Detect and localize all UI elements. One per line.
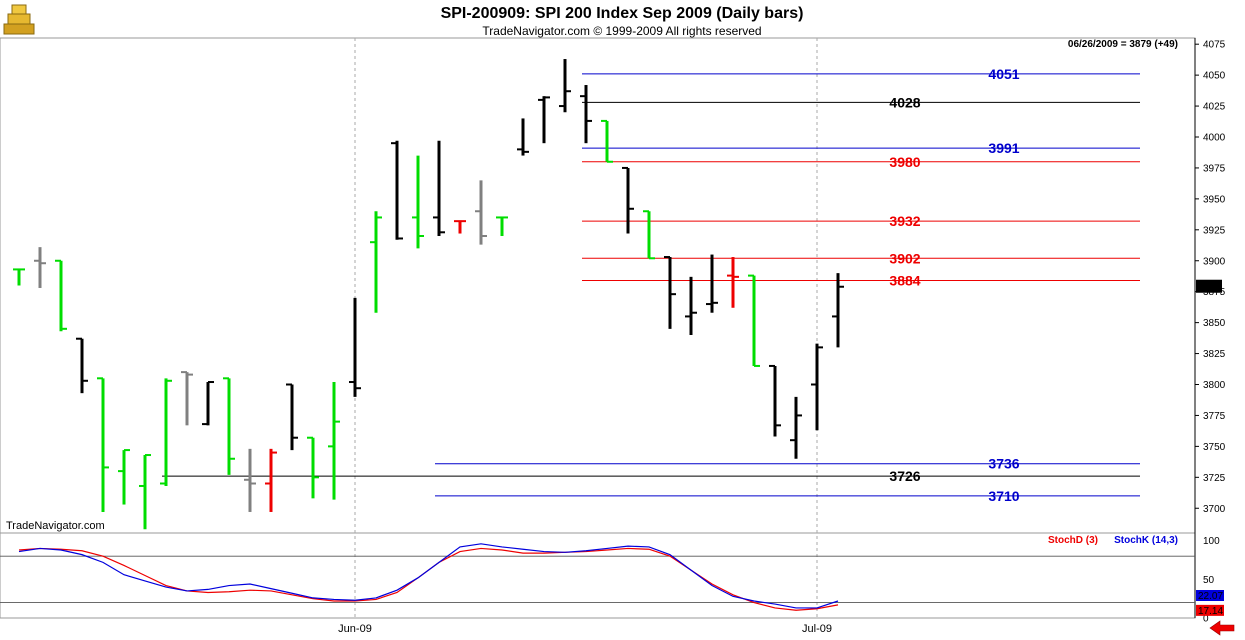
ohlc-bar <box>244 448 256 512</box>
ohlc-bar <box>76 337 88 394</box>
price-levels: 4051 4028 3991 3980 3932 3902 3884 3736 3726 3710 <box>162 66 1140 504</box>
ohlc-bar <box>265 448 277 512</box>
ohlc-bar <box>580 85 592 144</box>
legend-stochd: StochD (3) <box>1048 535 1098 546</box>
price-tick-label: 3975 <box>1203 163 1226 174</box>
ohlc-bar <box>202 381 214 426</box>
stoch-value-label: 17.14 <box>1198 606 1223 617</box>
ohlc-bar <box>517 118 529 156</box>
price-tick-label: 3700 <box>1203 504 1226 515</box>
stoch-line <box>18 543 839 609</box>
ohlc-bar <box>412 155 424 249</box>
watermark: TradeNavigator.com <box>6 520 105 532</box>
price-tick-label: 4025 <box>1203 102 1226 113</box>
ohlc-bar <box>307 436 319 499</box>
level-label: 3736 <box>988 456 1019 472</box>
ohlc-bar <box>433 140 445 236</box>
level-label: 4028 <box>889 94 920 110</box>
date-tick-label: Jun-09 <box>338 623 372 635</box>
status-readout: 06/26/2009 = 3879 (+49) <box>1068 39 1178 50</box>
ohlc-bar <box>685 276 697 335</box>
price-tick-label: 4000 <box>1203 133 1226 144</box>
level-label: 3884 <box>889 273 920 289</box>
ohlc-bar <box>13 268 25 286</box>
stochastic-panel: 100 50 0 22.07 17.14 <box>0 536 1224 625</box>
ohlc-bar <box>475 180 487 245</box>
price-tick-label: 3850 <box>1203 318 1226 329</box>
price-tick-label: 3825 <box>1203 349 1226 360</box>
price-tick-label: 4075 <box>1203 40 1226 51</box>
chart-subtitle: TradeNavigator.com © 1999-2009 All right… <box>482 24 761 38</box>
ohlc-bar <box>622 166 634 234</box>
stoch-tick-label: 100 <box>1203 536 1220 547</box>
price-tick-label: 3800 <box>1203 380 1226 391</box>
ohlc-bar <box>538 96 550 144</box>
ohlc-bar <box>811 343 823 431</box>
ohlc-bar <box>748 274 760 367</box>
ohlc-bar <box>643 210 655 260</box>
ohlc-bar <box>160 378 172 486</box>
price-tick-label: 3775 <box>1203 411 1226 422</box>
ohlc-bar <box>664 256 676 329</box>
ohlc-bar <box>769 364 781 437</box>
level-label: 3726 <box>889 468 920 484</box>
ohlc-bar <box>181 371 193 426</box>
level-label: 3932 <box>889 213 920 229</box>
ohlc-bar <box>34 247 46 288</box>
ohlc-bar <box>706 254 718 313</box>
ohlc-bar <box>496 216 508 236</box>
price-tick-label: 3725 <box>1203 473 1226 484</box>
gold-ingots-logo-icon <box>3 4 35 35</box>
date-axis: Jun-09 Jul-09 <box>338 623 832 635</box>
stoch-value-box <box>1196 590 1224 601</box>
ohlc-bar <box>286 383 298 451</box>
level-label: 3710 <box>988 488 1019 504</box>
ohlc-bar <box>727 257 739 308</box>
ohlc-bar <box>832 273 844 348</box>
ohlc-bar <box>97 377 109 512</box>
level-label: 3980 <box>889 154 920 170</box>
last-price-box <box>1196 279 1222 293</box>
price-tick-label: 4050 <box>1203 71 1226 82</box>
ohlc-bar <box>391 140 403 240</box>
ohlc-bar <box>559 59 571 113</box>
ohlc-bar <box>454 220 466 234</box>
ohlc-bar <box>328 382 340 500</box>
ohlc-bar <box>349 297 361 397</box>
ohlc-bar <box>601 119 613 163</box>
price-tick-label: 3925 <box>1203 225 1226 236</box>
price-tick-label: 3950 <box>1203 194 1226 205</box>
level-label: 4051 <box>988 66 1019 82</box>
price-tick-label: 3900 <box>1203 256 1226 267</box>
ohlc-bar <box>370 211 382 313</box>
ohlc-bar <box>790 396 802 459</box>
chart-title: SPI-200909: SPI 200 Index Sep 2009 (Dail… <box>441 5 804 22</box>
price-axis: 3700372537503775380038253850387539003925… <box>1195 40 1226 515</box>
level-label: 3991 <box>988 140 1019 156</box>
last-price-label: 3879 <box>1198 282 1221 293</box>
ohlc-bar <box>223 377 235 475</box>
stoch-value-label: 22.07 <box>1198 591 1223 602</box>
date-tick-label: Jul-09 <box>802 623 832 635</box>
stoch-tick-label: 50 <box>1203 575 1215 586</box>
ohlc-bar <box>118 449 130 505</box>
price-tick-label: 3750 <box>1203 442 1226 453</box>
legend-stochk: StochK (14,3) <box>1114 535 1178 546</box>
stoch-tick-label: 0 <box>1203 614 1209 625</box>
stoch-value-box <box>1196 604 1224 616</box>
ohlc-bar <box>139 454 151 530</box>
ohlc-bar <box>55 259 67 332</box>
level-label: 3902 <box>889 250 920 266</box>
red-left-arrow-icon[interactable] <box>1208 620 1236 636</box>
price-bars <box>13 59 844 530</box>
